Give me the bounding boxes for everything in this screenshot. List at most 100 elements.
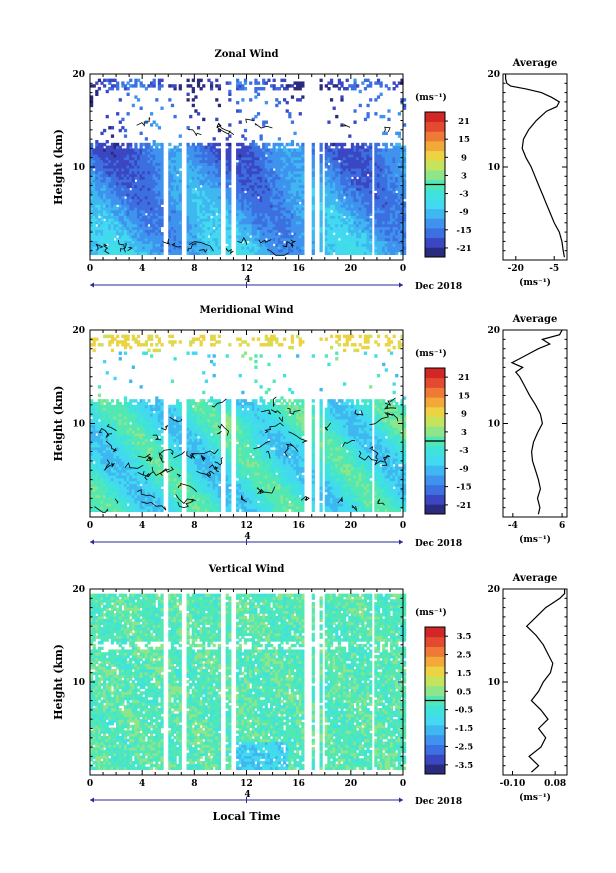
- heatmap-cell: [217, 246, 222, 250]
- heatmap-cell: [144, 159, 148, 163]
- heatmap-cell: [157, 78, 162, 83]
- heatmap-cell: [142, 165, 146, 169]
- heatmap-cell: [123, 134, 128, 138]
- heatmap-cell: [139, 209, 143, 214]
- heatmap-cell: [152, 246, 156, 250]
- heatmap-cell: [147, 190, 151, 194]
- heatmap-cell: [228, 232, 232, 236]
- heatmap-cell: [100, 190, 104, 194]
- heatmap-cell: [131, 220, 135, 225]
- heatmap-cell: [228, 198, 232, 203]
- heatmap-cell: [92, 234, 96, 239]
- heatmap-cell: [241, 198, 245, 203]
- heatmap-cell: [147, 226, 151, 230]
- heatmap-cell: [236, 229, 240, 233]
- heatmap-cell: [186, 148, 190, 152]
- heatmap-cell: [123, 153, 128, 158]
- heatmap-cell: [131, 243, 135, 247]
- heatmap-cell: [207, 190, 211, 194]
- heatmap-cell: [121, 193, 125, 197]
- heatmap-cell: [170, 234, 175, 239]
- heatmap-cell: [92, 204, 96, 208]
- heatmap-cell: [215, 98, 219, 102]
- heatmap-cell: [217, 201, 222, 205]
- heatmap-cell: [236, 220, 240, 225]
- heatmap-cell: [100, 234, 104, 239]
- heatmap-cell: [95, 234, 99, 239]
- heatmap-cell: [110, 153, 115, 158]
- heatmap-cell: [170, 151, 175, 155]
- heatmap-cell: [100, 246, 104, 250]
- heatmap-cell: [113, 223, 117, 228]
- heatmap-cell: [113, 179, 117, 183]
- heatmap-cell: [142, 209, 146, 214]
- heatmap-cell: [217, 153, 222, 158]
- heatmap-cell: [108, 234, 112, 239]
- heatmap-cell: [236, 100, 240, 105]
- heatmap-cell: [92, 84, 96, 88]
- heatmap-cell: [199, 190, 203, 194]
- heatmap-cell: [142, 251, 146, 256]
- heatmap-cell: [134, 234, 138, 239]
- heatmap-cell: [129, 193, 133, 197]
- heatmap-cell: [123, 226, 128, 230]
- heatmap-cell: [100, 220, 104, 225]
- heatmap-cell: [95, 218, 99, 222]
- heatmap-cell: [95, 215, 99, 219]
- heatmap-cell: [176, 145, 180, 149]
- heatmap-cell: [168, 195, 172, 200]
- heatmap-cell: [199, 159, 203, 163]
- heatmap-cell: [204, 232, 208, 236]
- heatmap-cell: [144, 179, 148, 183]
- heatmap-cell: [97, 87, 102, 91]
- heatmap-cell: [194, 151, 198, 155]
- heatmap-cell: [204, 148, 208, 152]
- heatmap-cell: [103, 240, 107, 244]
- heatmap-cell: [100, 343, 104, 347]
- heatmap-cell: [170, 232, 175, 236]
- heatmap-cell: [176, 148, 180, 152]
- heatmap-cell: [126, 162, 130, 166]
- heatmap-cell: [126, 142, 130, 147]
- heatmap-cell: [173, 190, 177, 194]
- heatmap-cell: [225, 176, 229, 180]
- heatmap-cell: [170, 162, 175, 166]
- heatmap-cell: [173, 246, 177, 250]
- heatmap-cell: [116, 142, 120, 147]
- heatmap-cell: [116, 179, 120, 183]
- heatmap-cell: [126, 81, 130, 85]
- heatmap-cell: [238, 243, 242, 247]
- heatmap-cell: [108, 159, 112, 163]
- heatmap-cell: [123, 251, 128, 256]
- heatmap-cell: [131, 170, 135, 175]
- heatmap-cell: [126, 156, 130, 161]
- heatmap-cell: [116, 184, 120, 189]
- heatmap-cell: [105, 184, 109, 189]
- heatmap-cell: [358, 89, 362, 94]
- heatmap-cell: [202, 159, 206, 163]
- heatmap-cell: [142, 215, 146, 219]
- heatmap-cell: [160, 215, 164, 219]
- heatmap-cell: [207, 237, 211, 242]
- heatmap-cell: [144, 153, 148, 158]
- heatmap-cell: [129, 248, 133, 253]
- heatmap-cell: [97, 223, 102, 228]
- heatmap-cell: [149, 187, 154, 191]
- heatmap-cell: [139, 226, 143, 230]
- heatmap-cell: [157, 218, 162, 222]
- heatmap-cell: [209, 181, 214, 186]
- heatmap-cell: [238, 215, 242, 219]
- heatmap-cell: [196, 229, 201, 233]
- heatmap-cell: [134, 176, 138, 180]
- heatmap-cell: [105, 140, 109, 144]
- heatmap-cell: [173, 251, 177, 256]
- heatmap-cell: [160, 237, 164, 242]
- heatmap-cell: [95, 204, 99, 208]
- heatmap-cell: [152, 173, 156, 177]
- heatmap-cell: [238, 187, 242, 191]
- heatmap-cell: [173, 198, 177, 203]
- heatmap-cell: [97, 237, 102, 242]
- heatmap-cell: [126, 195, 130, 200]
- heatmap-cell: [241, 209, 245, 214]
